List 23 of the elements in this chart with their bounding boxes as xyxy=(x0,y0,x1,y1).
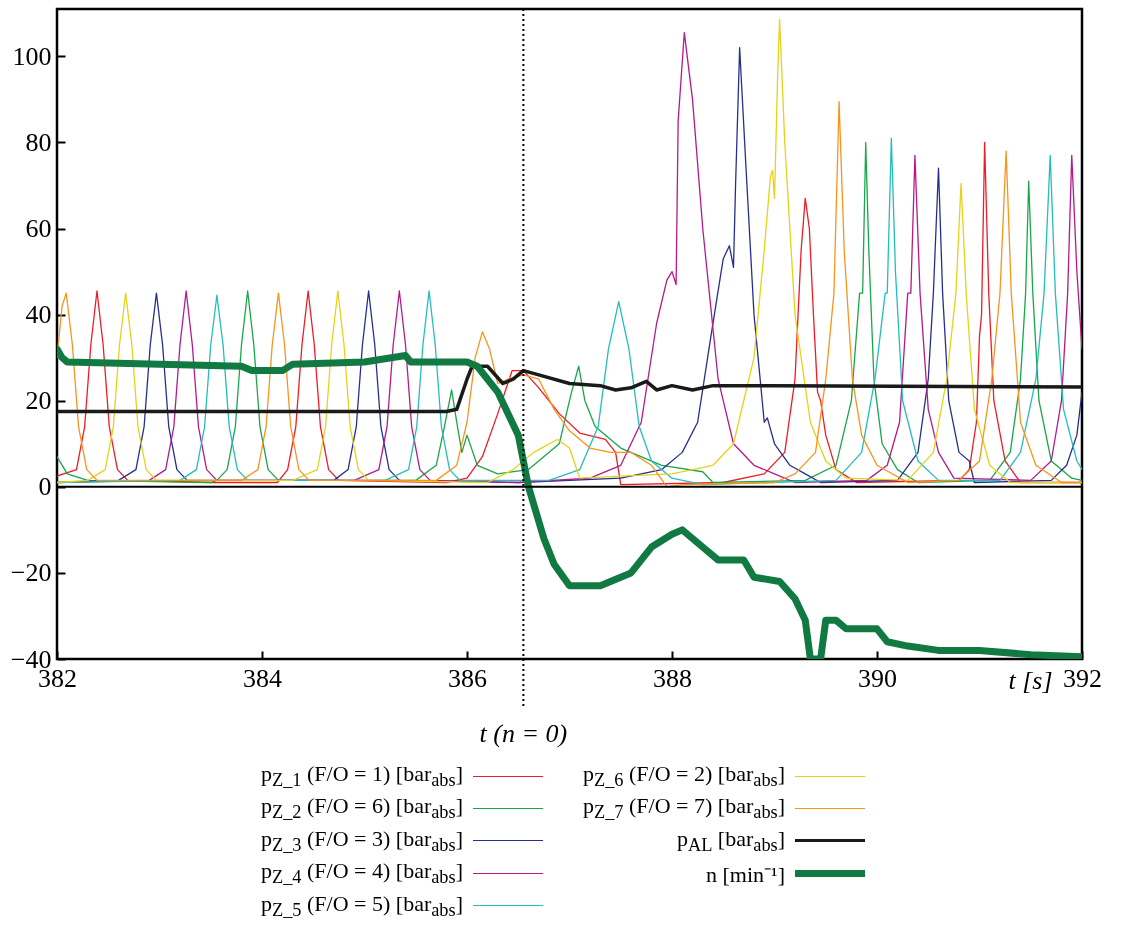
legend-label: p$_{Z_6}$ (F/O = 2) [bar$_{abs}$] xyxy=(583,761,786,792)
x-tick-label: 392 xyxy=(1063,663,1102,693)
y-tick-label: 60 xyxy=(25,214,52,244)
y-tick-label: −20 xyxy=(10,558,52,588)
y-tick-label: 80 xyxy=(25,127,52,157)
legend-label: p$_{AL}$ [bar$_{abs}$] xyxy=(676,825,786,857)
x-tick-label: 390 xyxy=(858,663,897,693)
legend-label: p$_{Z_1}$ (F/O = 1) [bar$_{abs}$] xyxy=(260,761,463,792)
y-tick-label: 0 xyxy=(38,472,52,502)
x-axis-title: t [s] xyxy=(1008,665,1053,695)
legend-label: p$_{Z_2}$ (F/O = 6) [bar$_{abs}$] xyxy=(260,793,463,824)
legend-label: p$_{Z_5}$ (F/O = 5) [bar$_{abs}$] xyxy=(260,890,463,921)
x-tick-label: 386 xyxy=(448,663,487,693)
x-tick-label: 388 xyxy=(653,663,692,693)
x-tick-label: 384 xyxy=(243,663,282,693)
y-tick-label: 20 xyxy=(25,386,52,416)
legend-label: p$_{Z_3}$ (F/O = 3) [bar$_{abs}$] xyxy=(260,825,463,857)
legend-label: p$_{Z_4}$ (F/O = 4) [bar$_{abs}$] xyxy=(260,858,463,889)
y-tick-label: 100 xyxy=(12,41,52,71)
y-tick-label: 40 xyxy=(25,300,52,330)
text: t (n = 0) xyxy=(479,719,568,748)
legend-label: n [min⁻¹] xyxy=(706,861,786,889)
legend-label: p$_{Z_7}$ (F/O = 7) [bar$_{abs}$] xyxy=(583,793,786,824)
